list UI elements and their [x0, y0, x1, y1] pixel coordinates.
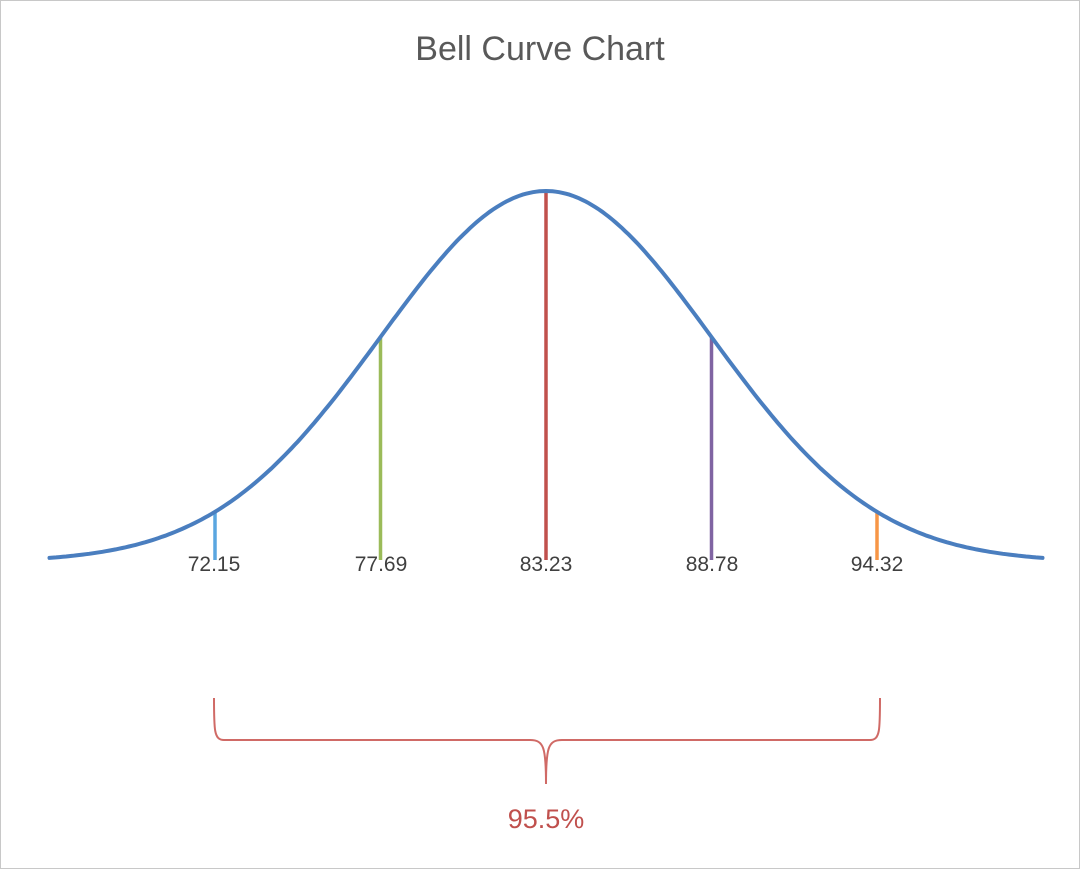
marker-label-mean: 83.23 — [520, 553, 573, 576]
chart-title: Bell Curve Chart — [415, 30, 665, 68]
marker-label-minus-1sigma: 77.69 — [355, 553, 408, 576]
brace-percentage-label: 95.5% — [508, 804, 585, 834]
marker-labels: 72.15 77.69 83.23 88.78 94.32 — [188, 553, 904, 576]
sigma-markers — [213, 191, 879, 560]
marker-label-plus-1sigma: 88.78 — [686, 553, 739, 576]
marker-label-minus-2sigma: 72.15 — [188, 553, 241, 576]
marker-label-plus-2sigma: 94.32 — [851, 553, 904, 576]
bell-curve-line — [47, 188, 1045, 560]
brace-annotation — [213, 697, 881, 785]
